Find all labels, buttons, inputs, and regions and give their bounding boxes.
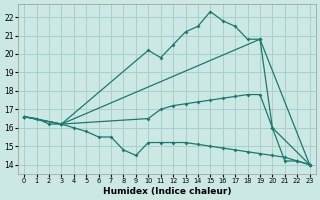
X-axis label: Humidex (Indice chaleur): Humidex (Indice chaleur) [103, 187, 231, 196]
